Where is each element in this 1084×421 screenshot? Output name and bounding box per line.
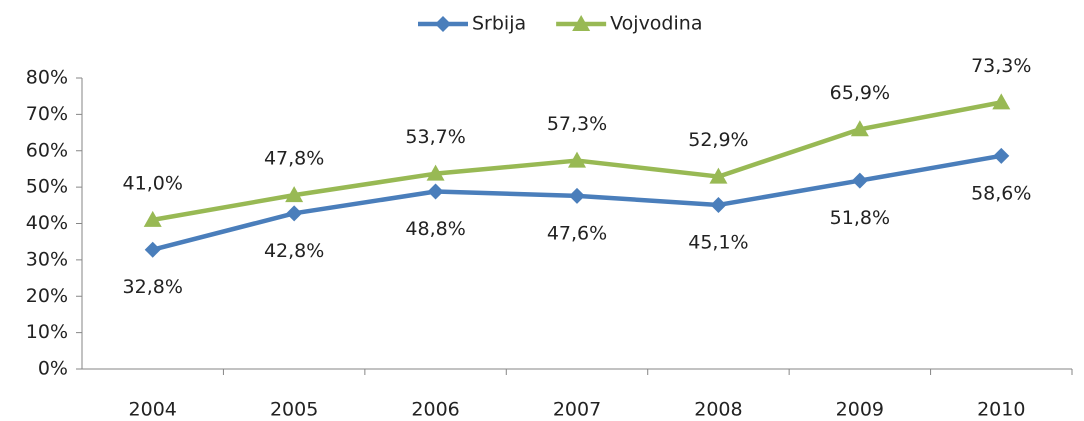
y-tick-label: 80%: [26, 67, 68, 89]
y-tick-label: 30%: [26, 248, 68, 270]
y-tick-label: 70%: [26, 103, 68, 125]
x-tick-label: 2005: [270, 399, 318, 421]
data-point: [992, 93, 1011, 110]
data-point: [851, 172, 868, 189]
data-label: 52,9%: [688, 129, 748, 151]
legend-label: Srbija: [472, 13, 526, 35]
data-point: [144, 241, 161, 258]
y-tick-label: 0%: [38, 358, 68, 380]
data-point: [709, 167, 728, 184]
data-point: [286, 205, 303, 222]
data-point: [285, 186, 304, 203]
data-label: 45,1%: [688, 231, 748, 253]
data-label: 57,3%: [547, 113, 607, 135]
legend-marker: [572, 15, 591, 31]
data-label: 73,3%: [971, 55, 1031, 77]
x-tick-label: 2004: [129, 399, 177, 421]
y-tick-label: 50%: [26, 176, 68, 198]
data-label: 51,8%: [830, 207, 890, 229]
data-point: [143, 210, 162, 227]
data-point: [427, 183, 444, 200]
y-tick-label: 10%: [26, 321, 68, 343]
data-point: [426, 164, 445, 181]
data-point: [993, 147, 1010, 164]
x-tick-label: 2008: [694, 399, 742, 421]
y-tick-label: 60%: [26, 139, 68, 161]
data-point: [710, 196, 727, 213]
y-tick-label: 40%: [26, 212, 68, 234]
data-label: 53,7%: [405, 126, 465, 148]
data-label: 65,9%: [830, 82, 890, 104]
data-label: 42,8%: [264, 240, 324, 262]
x-tick-label: 2009: [836, 399, 884, 421]
data-label: 48,8%: [405, 218, 465, 240]
data-label: 32,8%: [123, 276, 183, 298]
data-point: [568, 151, 586, 168]
x-tick-label: 2007: [553, 399, 601, 421]
legend-marker: [435, 16, 451, 32]
data-label: 58,6%: [971, 182, 1031, 204]
legend-label: Vojvodina: [610, 13, 702, 35]
data-point: [850, 120, 869, 137]
x-tick-label: 2010: [977, 399, 1025, 421]
data-point: [569, 187, 585, 204]
data-label: 47,6%: [547, 222, 607, 244]
x-tick-label: 2006: [411, 399, 459, 421]
data-label: 47,8%: [264, 148, 324, 170]
y-tick-label: 20%: [26, 285, 68, 307]
data-label: 41,0%: [123, 172, 183, 194]
